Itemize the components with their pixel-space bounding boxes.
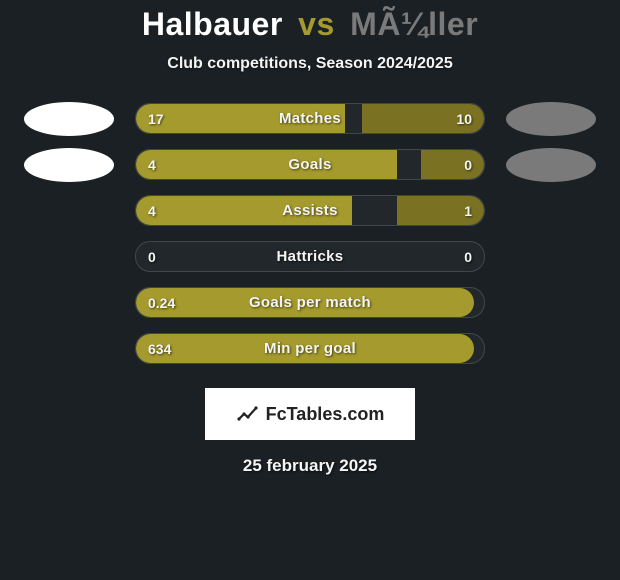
bar-left-fill — [136, 150, 397, 179]
stat-value-right: 0 — [452, 242, 484, 271]
stat-bar: Assists41 — [135, 195, 485, 226]
title-vs: vs — [298, 6, 335, 42]
stat-bar: Min per goal634 — [135, 333, 485, 364]
stat-bar: Goals per match0.24 — [135, 287, 485, 318]
stat-value-left: 4 — [136, 196, 168, 225]
stat-rows: Matches1710Goals40Assists41Hattricks00Go… — [0, 103, 620, 364]
stat-row: Goals40 — [10, 149, 610, 180]
stat-value-right: 0 — [452, 150, 484, 179]
stat-value-left: 17 — [136, 104, 176, 133]
stat-row: Goals per match0.24 — [10, 287, 610, 318]
stat-row: Min per goal634 — [10, 333, 610, 364]
footer-date: 25 february 2025 — [0, 456, 620, 476]
title: Halbauer vs MÃ¼ller — [0, 6, 620, 43]
stat-bar: Hattricks0 0 — [135, 241, 485, 272]
subtitle: Club competitions, Season 2024/2025 — [0, 55, 620, 73]
bar-left-fill — [136, 334, 474, 363]
chart-icon — [236, 402, 260, 426]
stat-bar: Goals40 — [135, 149, 485, 180]
footer-logo-text: FcTables.com — [266, 404, 385, 425]
stat-value-left: 0 — [136, 242, 168, 271]
bar-left-fill — [136, 196, 352, 225]
player2-avatar — [506, 148, 596, 182]
player1-avatar — [24, 148, 114, 182]
stat-row: Matches1710 — [10, 103, 610, 134]
stat-row: Hattricks0 0 — [10, 241, 610, 272]
player1-name: Halbauer — [142, 6, 283, 42]
comparison-card: Halbauer vs MÃ¼ller Club competitions, S… — [0, 0, 620, 476]
stat-bar: Matches1710 — [135, 103, 485, 134]
stat-value-left: 634 — [136, 334, 183, 363]
stat-value-right: 1 — [452, 196, 484, 225]
stat-value-left: 4 — [136, 150, 168, 179]
stat-value-right: 10 — [444, 104, 484, 133]
footer-logo: FcTables.com — [205, 388, 415, 440]
player2-name: MÃ¼ller — [350, 6, 478, 42]
stat-label: Hattricks — [136, 242, 484, 271]
stat-value-left: 0.24 — [136, 288, 187, 317]
player1-avatar — [24, 102, 114, 136]
player2-avatar — [506, 102, 596, 136]
stat-row: Assists41 — [10, 195, 610, 226]
